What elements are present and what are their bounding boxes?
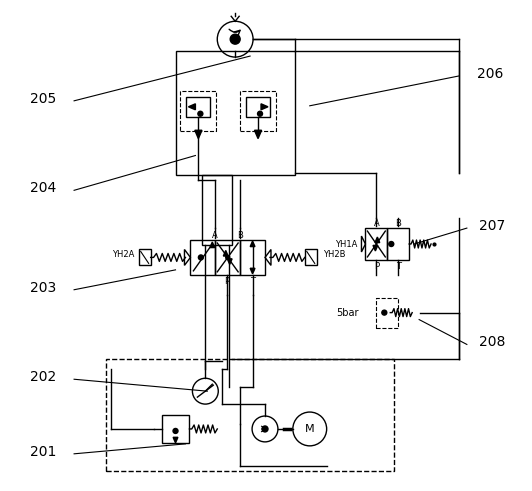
Bar (240, 240, 265, 275)
Bar (240, 91, 276, 131)
Circle shape (389, 242, 394, 246)
Text: 205: 205 (30, 92, 56, 106)
Text: B: B (237, 231, 243, 240)
Text: 201: 201 (30, 445, 56, 459)
Circle shape (173, 429, 178, 434)
Polygon shape (261, 104, 268, 110)
Text: T: T (396, 262, 401, 272)
Text: 207: 207 (479, 219, 505, 233)
Bar (106, 359, 394, 471)
Bar (162, 415, 189, 443)
Text: YH1A: YH1A (335, 240, 358, 248)
Text: YH2B: YH2B (323, 250, 345, 259)
Circle shape (262, 426, 268, 432)
Polygon shape (223, 250, 228, 256)
Polygon shape (250, 268, 255, 274)
Text: P: P (224, 277, 229, 286)
Circle shape (230, 34, 240, 44)
Text: 5bar: 5bar (336, 308, 359, 318)
Bar (202, 175, 232, 245)
Circle shape (198, 255, 203, 260)
Bar (180, 91, 217, 131)
Circle shape (226, 255, 230, 259)
Polygon shape (173, 437, 178, 443)
Bar (305, 249, 317, 266)
Polygon shape (210, 242, 215, 247)
Polygon shape (250, 241, 255, 246)
Bar (387, 228, 409, 260)
Text: 203: 203 (30, 281, 56, 295)
Polygon shape (227, 259, 232, 264)
Bar (365, 228, 387, 260)
Circle shape (257, 111, 262, 116)
Bar (139, 249, 151, 266)
Bar (376, 298, 398, 327)
Text: 202: 202 (30, 370, 56, 384)
Polygon shape (195, 130, 202, 138)
Text: 206: 206 (477, 67, 503, 81)
Polygon shape (373, 246, 378, 251)
Text: T: T (250, 277, 255, 286)
Bar (215, 240, 240, 275)
Text: YH2A: YH2A (112, 250, 135, 259)
Text: P: P (374, 262, 379, 272)
Text: M: M (305, 424, 314, 434)
Polygon shape (254, 130, 262, 138)
Bar (190, 240, 215, 275)
Circle shape (382, 310, 387, 315)
Polygon shape (375, 237, 380, 243)
Text: 208: 208 (479, 335, 505, 350)
Text: B: B (395, 218, 401, 228)
Bar (176, 51, 295, 175)
Text: A: A (373, 218, 379, 228)
Bar (246, 97, 270, 117)
Polygon shape (188, 104, 195, 110)
Text: A: A (212, 231, 218, 240)
Bar (186, 97, 210, 117)
Text: 204: 204 (30, 181, 56, 195)
Circle shape (198, 111, 203, 116)
